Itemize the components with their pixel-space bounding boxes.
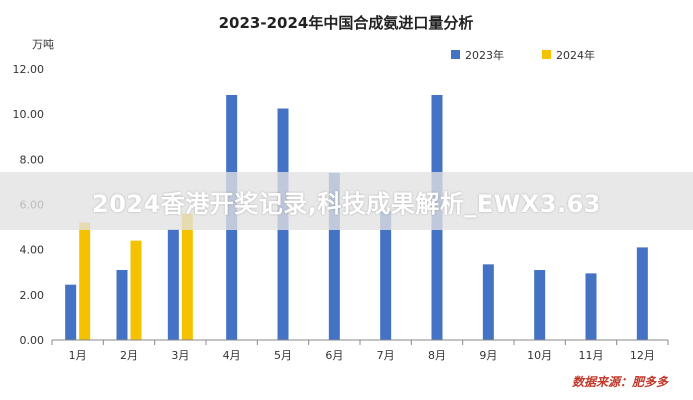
x-tick-label: 1月: [69, 349, 87, 362]
bar-2024: [130, 240, 142, 340]
y-tick-label: 2.00: [20, 289, 45, 302]
y-tick-label: 4.00: [20, 244, 45, 257]
bar-2024: [181, 213, 193, 340]
y-tick-label: 0.00: [20, 334, 45, 347]
legend-label: 2024年: [556, 48, 595, 62]
legend-label: 2023年: [465, 48, 504, 62]
x-tick-label: 2月: [120, 349, 138, 362]
bar-2023: [482, 264, 494, 340]
x-tick-label: 5月: [274, 349, 292, 362]
x-axis-ticks: 1月 2月 3月 4月 5月 6月 7月 8月 9月 10月 11月 12月: [51, 340, 669, 362]
bar-2023: [65, 284, 77, 340]
bar-2023: [380, 211, 392, 340]
y-tick-label: 10.00: [13, 108, 45, 121]
y-tick-label: 12.00: [13, 63, 45, 76]
x-tick-label: 3月: [171, 349, 189, 362]
x-tick-label: 12月: [630, 349, 655, 362]
x-tick-label: 11月: [579, 349, 604, 362]
bar-2023: [534, 269, 546, 340]
x-tick-label: 8月: [428, 349, 446, 362]
bar-2023: [585, 273, 597, 340]
legend-swatch: [451, 50, 460, 59]
bar-2024: [79, 222, 91, 340]
x-tick-label: 6月: [325, 349, 343, 362]
x-tick-label: 4月: [223, 349, 241, 362]
bar-2023: [636, 247, 648, 340]
bar-2023: [116, 269, 128, 340]
x-tick-label: 7月: [377, 349, 395, 362]
legend: 2023年 2024年: [451, 48, 595, 62]
watermark-banner: 2024香港开奖记录,科技成果解析_EWX3.63: [0, 172, 693, 230]
y-tick-label: 8.00: [20, 153, 45, 166]
chart-title: 2023-2024年中国合成氨进口量分析: [219, 14, 474, 32]
x-tick-label: 10月: [527, 349, 552, 362]
source-note: 数据来源：肥多多: [572, 375, 669, 389]
bar-2023: [328, 172, 340, 340]
x-tick-label: 9月: [479, 349, 497, 362]
watermark-text: 2024香港开奖记录,科技成果解析_EWX3.63: [92, 189, 601, 218]
y-axis-unit: 万吨: [32, 38, 54, 51]
bar-2023: [167, 229, 179, 340]
legend-swatch: [542, 50, 551, 59]
